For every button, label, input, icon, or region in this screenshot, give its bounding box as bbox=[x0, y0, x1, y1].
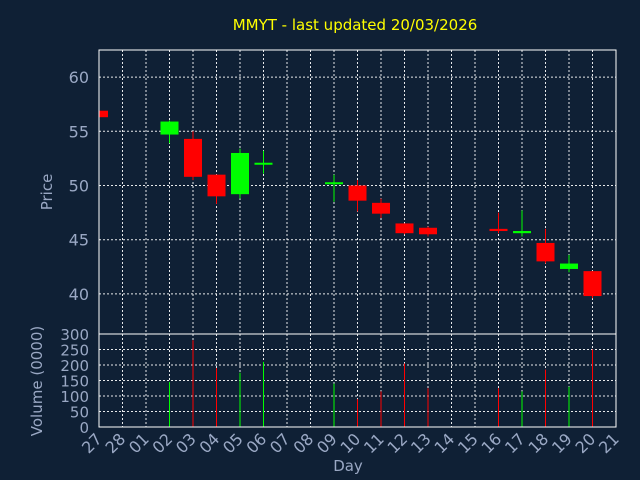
candle-body-down bbox=[184, 138, 202, 177]
candle-body-up bbox=[325, 182, 343, 185]
price-tick-label: 40 bbox=[69, 285, 89, 304]
volume-tick-label: 250 bbox=[60, 342, 89, 360]
candle-body-down bbox=[372, 202, 390, 214]
candle-body-down bbox=[99, 110, 108, 118]
price-axis-label: Price bbox=[38, 174, 56, 211]
volume-tick-label: 150 bbox=[60, 373, 89, 391]
x-axis-label: Day bbox=[333, 457, 363, 475]
price-tick-label: 45 bbox=[69, 231, 89, 250]
x-tick-labels: 2728010203040506070809101112131415161718… bbox=[78, 429, 623, 457]
volume-tick-label: 50 bbox=[70, 404, 89, 422]
price-tick-label: 55 bbox=[69, 122, 89, 141]
chart-title: MMYT - last updated 20/03/2026 bbox=[233, 16, 478, 34]
volume-tick-label: 100 bbox=[60, 388, 89, 406]
candle-body-down bbox=[207, 174, 226, 197]
volume-tick-label: 300 bbox=[60, 326, 89, 344]
volume-series bbox=[169, 340, 593, 427]
volume-tick-label: 200 bbox=[60, 357, 89, 375]
candle-body-down bbox=[583, 271, 602, 297]
candle-body-down bbox=[536, 242, 555, 262]
volume-axis-label: Volume (0000) bbox=[28, 326, 46, 436]
x-tick-label: 21 bbox=[595, 429, 623, 457]
volume-plot-frame bbox=[98, 333, 617, 428]
price-tick-label: 60 bbox=[69, 68, 89, 87]
candle-body-down bbox=[395, 223, 414, 234]
candle-body-up bbox=[231, 152, 249, 195]
candle-body-down bbox=[489, 228, 508, 232]
candle-body-down bbox=[419, 227, 437, 235]
candle-body-down bbox=[348, 185, 367, 201]
candle-body-up bbox=[513, 231, 531, 234]
candle-body-up bbox=[560, 263, 578, 269]
candle-body-up bbox=[160, 121, 179, 135]
volume-tick-label: 0 bbox=[79, 419, 89, 437]
price-tick-label: 50 bbox=[69, 176, 89, 195]
candlestick-series bbox=[98, 110, 602, 299]
price-tick-labels: 40 45 50 55 60 bbox=[69, 68, 89, 304]
candle-body-up bbox=[254, 162, 273, 165]
